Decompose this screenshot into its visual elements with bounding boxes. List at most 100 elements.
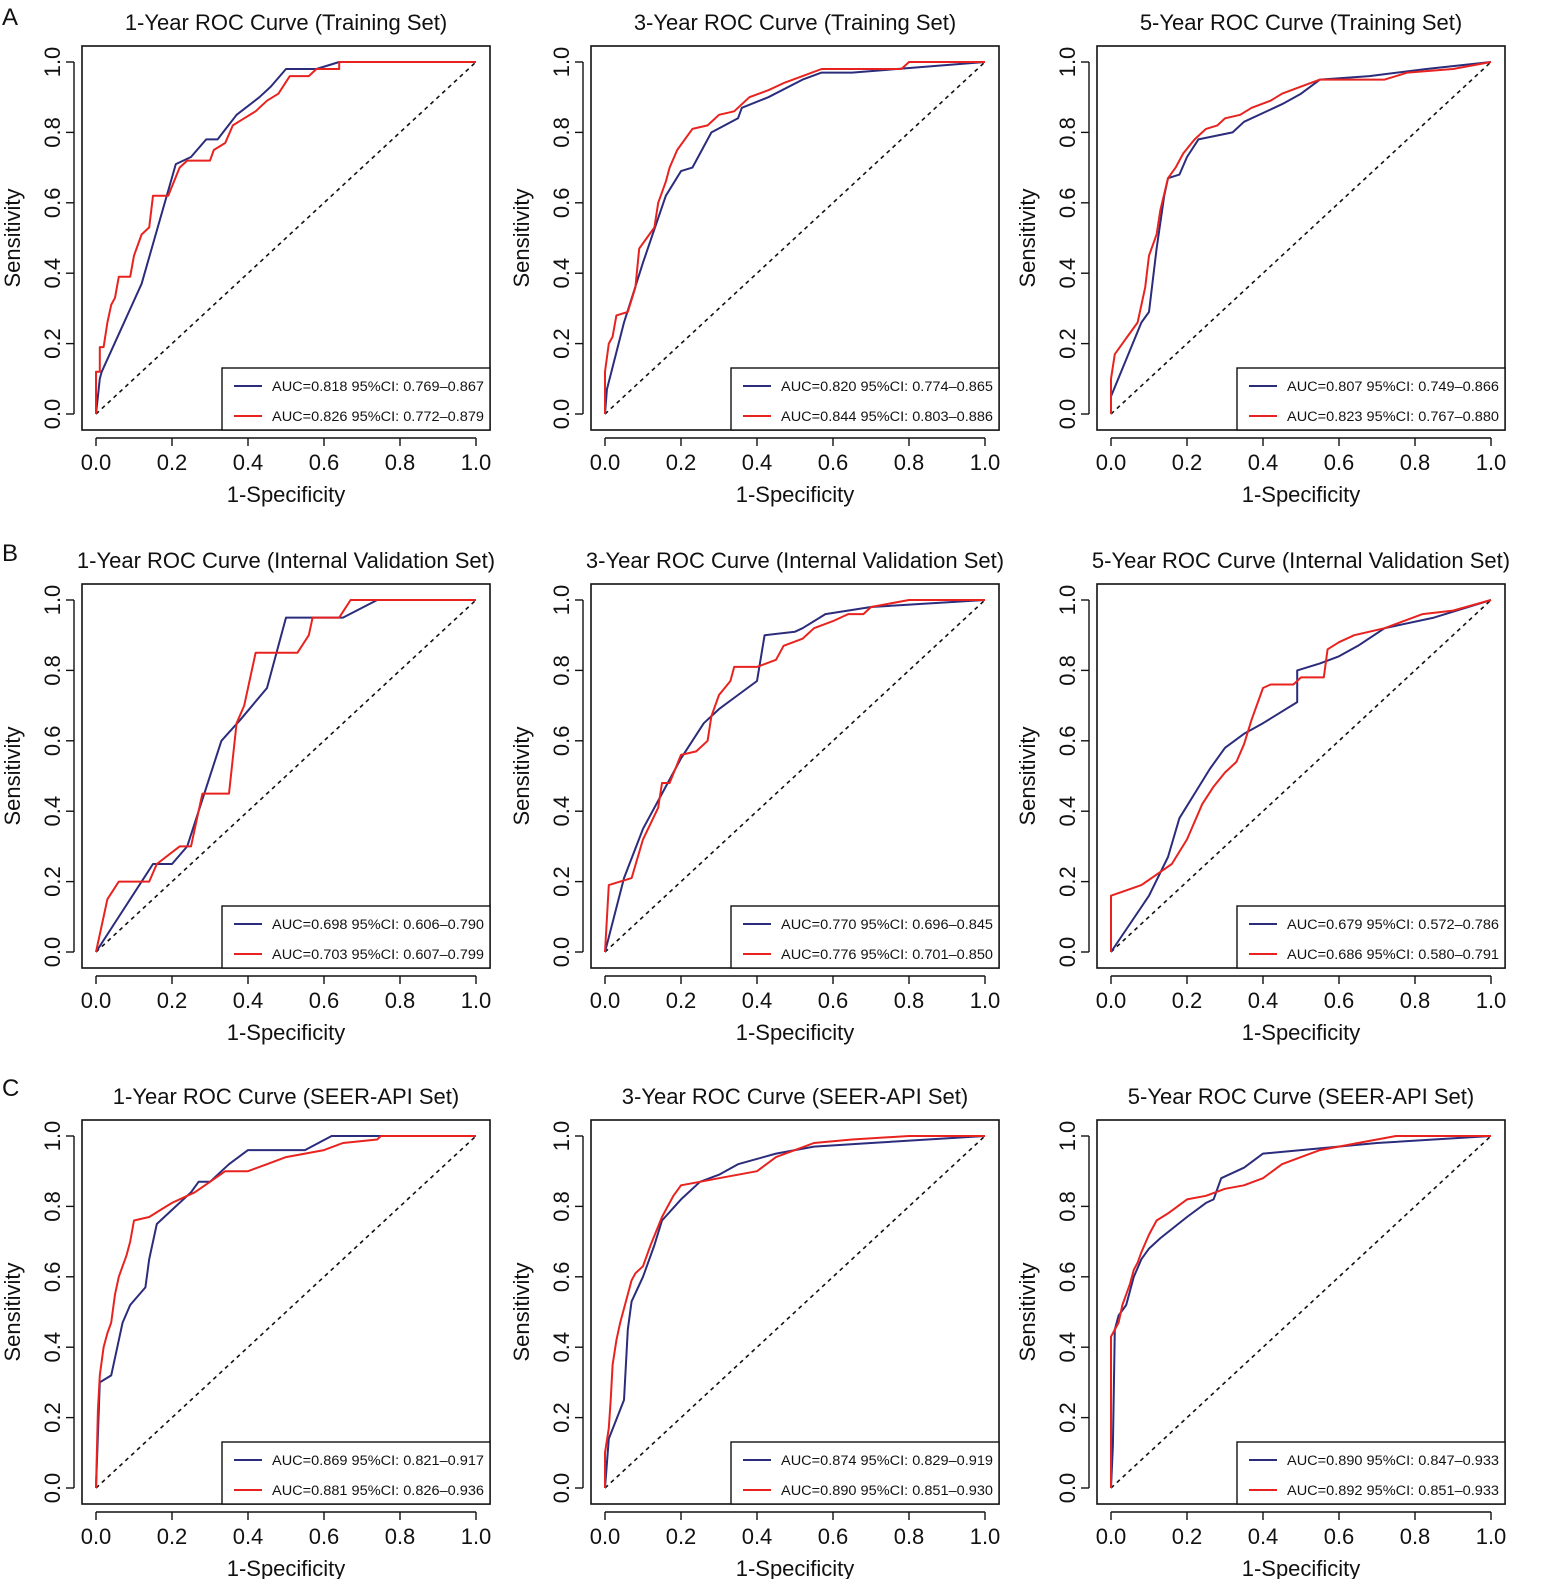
chart-2-reference-diagonal (604, 61, 986, 415)
chart-6-x-tick-label: 0.0 (1096, 988, 1127, 1013)
chart-4-legend-label-2: AUC=0.703 95%CI: 0.607–0.799 (272, 947, 484, 962)
chart-1-x-tick-label: 0.0 (81, 450, 112, 475)
chart-1-reference-diagonal (95, 61, 477, 415)
chart-4-x-tick-label: 0.4 (233, 988, 264, 1013)
chart-5-y-tick-label: 1.0 (549, 585, 574, 616)
chart-9-x-tick-label: 1.0 (1476, 1524, 1507, 1549)
chart-1-x-tick-label: 0.8 (385, 450, 416, 475)
chart-6-panel: 5-Year ROC Curve (Internal Validation Se… (1015, 548, 1510, 1045)
chart-7-x-tick-label: 0.2 (157, 1524, 188, 1549)
chart-9-panel: 5-Year ROC Curve (SEER-API Set) 0.0 0.2 0.4… (1015, 1084, 1506, 1579)
chart-6-y-axis-title: Sensitivity (1015, 726, 1040, 825)
chart-9-x-axis-title: 1-Specificity (1242, 1556, 1361, 1579)
chart-9-x-tick-label: 0.0 (1096, 1524, 1127, 1549)
chart-5-x-tick-label: 0.2 (666, 988, 697, 1013)
chart-3-legend-label-2: AUC=0.823 95%CI: 0.767–0.880 (1287, 409, 1499, 424)
chart-5-x-tick-label: 0.8 (894, 988, 925, 1013)
chart-3-x-tick-label: 0.4 (1248, 450, 1279, 475)
chart-7-x-axis-title: 1-Specificity (227, 1556, 346, 1579)
chart-8-reference-diagonal (604, 1135, 986, 1489)
chart-1-legend-label-1: AUC=0.818 95%CI: 0.769–0.867 (272, 379, 484, 394)
chart-6-legend-label-2: AUC=0.686 95%CI: 0.580–0.791 (1287, 947, 1499, 962)
chart-4-x-tick-label: 0.2 (157, 988, 188, 1013)
chart-6-x-tick-label: 1.0 (1476, 988, 1507, 1013)
chart-1-x-tick-label: 0.4 (233, 450, 264, 475)
chart-6-series-2-line (1110, 599, 1492, 952)
chart-2-legend-box (730, 367, 1000, 431)
chart-5-y-axis-title: Sensitivity (509, 726, 534, 825)
chart-2-y-tick-label: 0.8 (549, 117, 574, 148)
chart-3-legend-box (1236, 367, 1506, 431)
chart-6-y-tick-label: 1.0 (1055, 585, 1080, 616)
chart-6-legend-label-1: AUC=0.679 95%CI: 0.572–0.786 (1287, 917, 1499, 932)
chart-7-x-tick-label: 0.0 (81, 1524, 112, 1549)
chart-2-x-tick-label: 0.6 (818, 450, 849, 475)
chart-8-x-tick-label: 0.2 (666, 1524, 697, 1549)
chart-7-legend-label-2: AUC=0.881 95%CI: 0.826–0.936 (272, 1483, 484, 1498)
chart-7-x-tick-label: 1.0 (461, 1524, 492, 1549)
chart-6-x-tick-label: 0.4 (1248, 988, 1279, 1013)
chart-4-y-tick-label: 0.4 (40, 796, 65, 827)
chart-7-x-tick-label: 0.8 (385, 1524, 416, 1549)
chart-4-legend-box (221, 905, 491, 969)
chart-6-y-tick-label: 0.0 (1055, 937, 1080, 968)
chart-4-y-tick-label: 0.2 (40, 866, 65, 897)
chart-3-y-axis-title: Sensitivity (1015, 188, 1040, 287)
chart-9-y-tick-label: 0.8 (1055, 1191, 1080, 1222)
chart-6-x-tick-label: 0.2 (1172, 988, 1203, 1013)
chart-2-y-tick-label: 0.2 (549, 328, 574, 359)
chart-2-legend-label-1: AUC=0.820 95%CI: 0.774–0.865 (781, 379, 993, 394)
chart-9-y-tick-label: 0.4 (1055, 1332, 1080, 1363)
chart-6-x-tick-label: 0.6 (1324, 988, 1355, 1013)
chart-5-panel: 3-Year ROC Curve (Internal Validation Se… (509, 548, 1004, 1045)
chart-4-x-tick-label: 1.0 (461, 988, 492, 1013)
chart-2-y-tick-label: 1.0 (549, 47, 574, 78)
chart-8-legend-label-2: AUC=0.890 95%CI: 0.851–0.930 (781, 1483, 993, 1498)
chart-2-title: 3-Year ROC Curve (Training Set) (634, 10, 956, 35)
chart-3-y-tick-label: 0.8 (1055, 117, 1080, 148)
chart-2-series-2-line (604, 61, 985, 414)
chart-6-x-tick-label: 0.8 (1400, 988, 1431, 1013)
chart-1-series-1-line (95, 61, 476, 415)
chart-9-legend-box (1236, 1441, 1506, 1505)
chart-1-x-tick-label: 0.6 (309, 450, 340, 475)
chart-9-series-1-line (1110, 1135, 1492, 1489)
chart-4-x-tick-label: 0.6 (309, 988, 340, 1013)
row-label-c: C (2, 1075, 20, 1102)
chart-7-x-tick-label: 0.4 (233, 1524, 264, 1549)
chart-3-x-tick-label: 0.8 (1400, 450, 1431, 475)
chart-1-legend-box (221, 367, 491, 431)
chart-1-y-tick-label: 0.4 (40, 258, 65, 289)
chart-8-x-tick-label: 0.8 (894, 1524, 925, 1549)
chart-8-x-axis-title: 1-Specificity (736, 1556, 855, 1579)
chart-5-y-tick-label: 0.8 (549, 655, 574, 686)
chart-5-legend-label-2: AUC=0.776 95%CI: 0.701–0.850 (781, 947, 993, 962)
chart-2-x-tick-label: 0.8 (894, 450, 925, 475)
chart-5-y-tick-label: 0.0 (549, 937, 574, 968)
chart-1-title: 1-Year ROC Curve (Training Set) (125, 10, 447, 35)
chart-9-legend-label-2: AUC=0.892 95%CI: 0.851–0.933 (1287, 1483, 1499, 1498)
chart-5-x-tick-label: 1.0 (970, 988, 1001, 1013)
chart-1-y-tick-label: 0.0 (40, 399, 65, 430)
chart-4-x-tick-label: 0.0 (81, 988, 112, 1013)
chart-4-y-tick-label: 1.0 (40, 585, 65, 616)
chart-9-x-tick-label: 0.2 (1172, 1524, 1203, 1549)
chart-1-series-2-line (95, 61, 476, 414)
chart-7-legend-label-1: AUC=0.869 95%CI: 0.821–0.917 (272, 1453, 484, 1468)
chart-9-legend-label-1: AUC=0.890 95%CI: 0.847–0.933 (1287, 1453, 1499, 1468)
chart-5-series-1-line (604, 599, 986, 953)
chart-1-x-tick-label: 0.2 (157, 450, 188, 475)
chart-2-x-tick-label: 1.0 (970, 450, 1001, 475)
chart-2-x-axis-title: 1-Specificity (736, 482, 855, 507)
chart-6-x-axis-title: 1-Specificity (1242, 1020, 1361, 1045)
chart-6-legend-box (1236, 905, 1506, 969)
chart-7-y-tick-label: 0.2 (40, 1402, 65, 1433)
chart-6-y-tick-label: 0.4 (1055, 796, 1080, 827)
chart-4-y-tick-label: 0.8 (40, 655, 65, 686)
chart-6-y-tick-label: 0.8 (1055, 655, 1080, 686)
chart-4-y-axis-title: Sensitivity (0, 726, 25, 825)
chart-9-y-axis-title: Sensitivity (1015, 1262, 1040, 1361)
chart-7-y-tick-label: 1.0 (40, 1121, 65, 1152)
chart-1-x-tick-label: 1.0 (461, 450, 492, 475)
